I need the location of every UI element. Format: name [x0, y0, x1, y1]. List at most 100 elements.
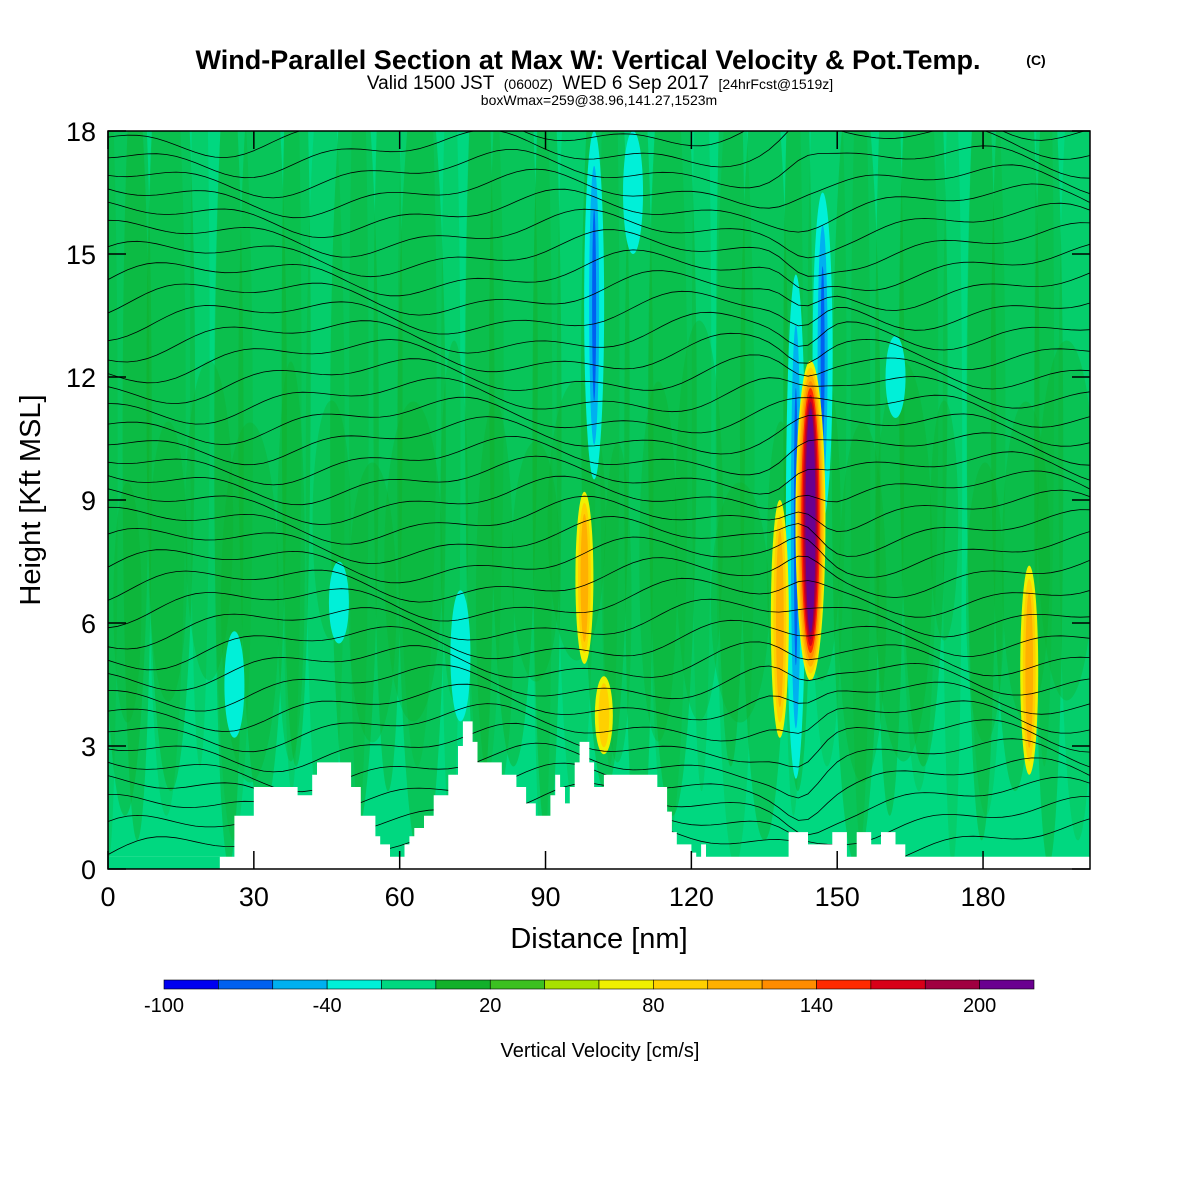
- field-band: [831, 131, 881, 865]
- chart-subtitle: Valid 1500 JST (0600Z) WED 6 Sep 2017 [2…: [367, 73, 833, 94]
- isentrope-line: [108, 413, 1090, 466]
- isentrope-line: [108, 131, 1090, 179]
- field-band: [967, 131, 997, 841]
- field-band: [875, 131, 905, 816]
- isentrope-line: [108, 222, 1090, 278]
- colorbar: -100 -40 20 80 140 200: [144, 979, 1035, 1017]
- updraft-level: [580, 513, 589, 642]
- field-band: [942, 131, 963, 865]
- field-band: [648, 131, 697, 816]
- colorbar-swatch: [163, 979, 219, 990]
- isentrope-line: [108, 555, 1090, 603]
- field-band: [146, 131, 186, 816]
- field-band: [966, 131, 1006, 816]
- x-tick-label: 120: [669, 882, 714, 912]
- isentrope-line: [108, 531, 1090, 584]
- downdraft-plume: [328, 561, 349, 644]
- field-band: [348, 462, 397, 743]
- field-band: [282, 131, 302, 791]
- x-tick-label: 0: [100, 882, 115, 912]
- field-band: [899, 131, 939, 791]
- colorbar-swatch: [761, 979, 817, 990]
- field-band: [1037, 340, 1090, 701]
- colorbar-tick-label: 20: [479, 995, 501, 1017]
- field-band: [281, 131, 311, 767]
- y-tick-label: 15: [66, 240, 96, 270]
- isentrope-line: [108, 131, 1086, 159]
- updraft-level: [807, 422, 813, 619]
- forecast-info: [24hrFcst@1519z]: [719, 76, 834, 92]
- y-tick-label: 18: [66, 117, 96, 147]
- updraft-level: [598, 683, 610, 748]
- isentrope-line: [108, 719, 1090, 773]
- x-tick-label: 30: [239, 882, 269, 912]
- field-band: [238, 131, 287, 816]
- colorbar-swatch: [272, 979, 328, 990]
- y-tick-label: 0: [81, 855, 96, 885]
- field-band: [185, 360, 234, 681]
- field-band: [532, 131, 553, 865]
- valid-time: Valid 1500 JST: [367, 73, 495, 94]
- field-band: [149, 421, 188, 702]
- box-wmax-info: boxWmax=259@38.96,141.27,1523m: [481, 92, 717, 108]
- isentrope-line: [108, 145, 1090, 199]
- velocity-field: [108, 131, 1090, 865]
- field-band: [122, 131, 152, 841]
- field-band: [599, 131, 620, 767]
- field-band: [710, 482, 769, 723]
- colorbar-swatch: [870, 979, 926, 990]
- y-axis-label: Height [Kft MSL]: [15, 394, 47, 605]
- field-band: [190, 131, 210, 767]
- plot-marks: [108, 856, 220, 869]
- y-tick-label: 6: [81, 609, 96, 639]
- field-band: [874, 361, 933, 762]
- field-band: [108, 131, 150, 816]
- field-band: [1034, 131, 1055, 767]
- isentrope-line: [108, 577, 1090, 629]
- isentrope-line: [108, 290, 1090, 342]
- y-axis: 0 3 6 9 12 15 18: [66, 117, 1090, 885]
- colorbar-tick-label: 140: [800, 995, 833, 1017]
- colorbar-swatch: [816, 979, 872, 990]
- field-band: [511, 441, 560, 682]
- isentrope-line: [108, 700, 1090, 753]
- downdraft-core: [820, 266, 825, 447]
- isentrope-line: [108, 681, 1090, 733]
- isentrope-line: [108, 598, 1090, 650]
- field-band: [146, 131, 196, 791]
- ground-strip: [108, 856, 220, 869]
- field-band: [930, 400, 959, 641]
- colorbar-swatch: [598, 979, 654, 990]
- isentrope-line: [108, 738, 1090, 799]
- colorbar-tick-label: 200: [963, 995, 996, 1017]
- colorbar-swatch: [544, 979, 600, 990]
- field-band: [624, 131, 654, 865]
- isentrope-line: [108, 489, 1090, 545]
- valid-date: WED 6 Sep 2017: [562, 73, 709, 94]
- field-band: [108, 131, 118, 865]
- field-band: [850, 131, 871, 841]
- field-band: [305, 131, 345, 865]
- field-band: [113, 482, 142, 723]
- field-band: [603, 442, 632, 763]
- field-band: [965, 462, 1004, 743]
- isentrope-line: [108, 432, 1090, 486]
- isentrope-line: [108, 332, 1090, 384]
- colorbar-label: Vertical Velocity [cm/s]: [501, 1040, 700, 1062]
- colorbar-swatch: [707, 979, 763, 990]
- field-band: [691, 131, 712, 791]
- chart-title: Wind-Parallel Section at Max W: Vertical…: [196, 45, 981, 75]
- isentrope-line: [108, 509, 1090, 565]
- isentrope-line: [108, 354, 1090, 405]
- field-band: [464, 131, 504, 791]
- field-band: [330, 131, 379, 841]
- field-band: [384, 401, 443, 722]
- field-band: [1034, 131, 1064, 865]
- isentrope-line: [108, 164, 1090, 219]
- valid-utc: (0600Z): [504, 76, 553, 92]
- downdraft-plume: [885, 336, 906, 418]
- colorbar-swatch: [653, 979, 709, 990]
- colorbar-swatch: [924, 979, 980, 990]
- colorbar-swatch: [326, 979, 382, 990]
- downdraft-core: [592, 209, 597, 402]
